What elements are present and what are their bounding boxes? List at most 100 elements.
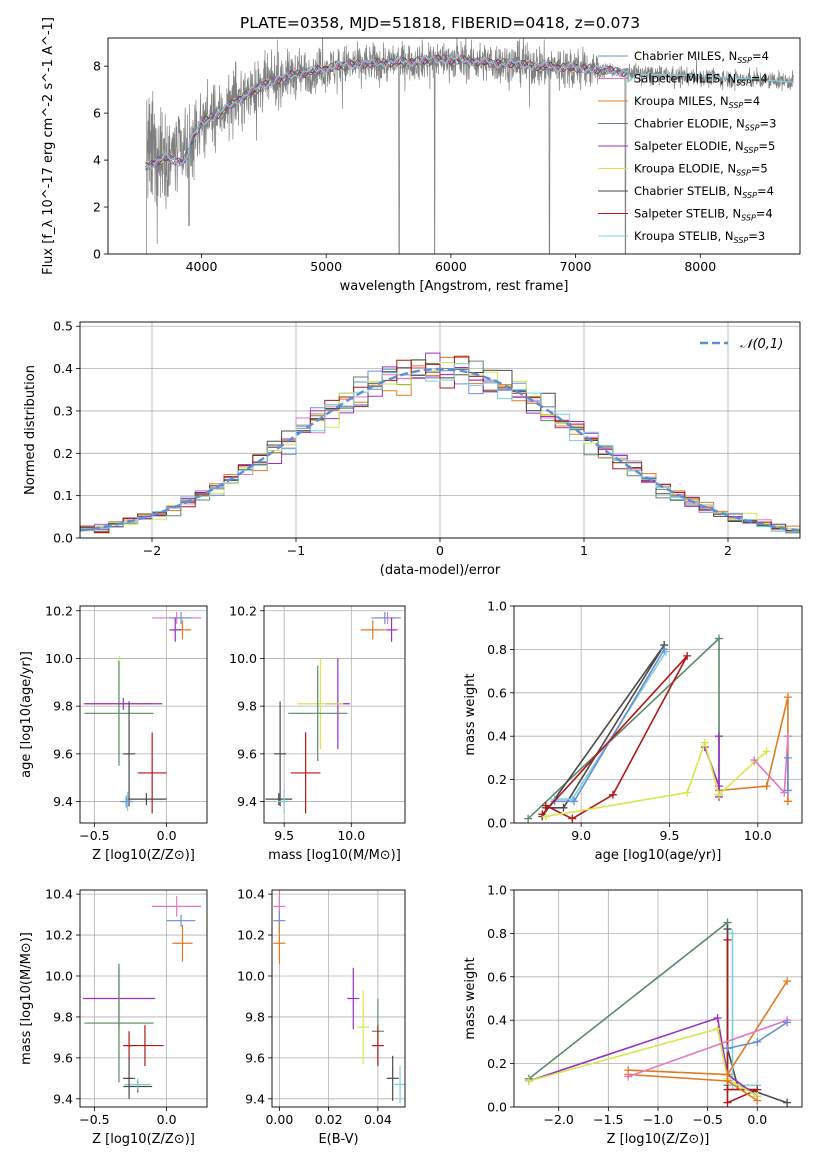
age-weight-ylabel: mass weight (463, 673, 478, 755)
spectrum-xlabel: wavelength [Angstrom, rest frame] (340, 279, 569, 294)
age-weight-xlabel: age [log10(age/yr)] (595, 848, 722, 863)
spectrum-legend-label: Kroupa STELIB, NSSP=3 (634, 229, 765, 245)
Z-weight-xtick-label: −0.5 (692, 1112, 722, 1127)
Z-weight-xlabel: Z [log10(Z/Z⊙)] (607, 1132, 710, 1147)
mass-age-frame (263, 605, 406, 824)
Z-weight-xtick-label: −2.0 (544, 1112, 574, 1127)
Z-weight-ytick-label: 0.8 (487, 926, 507, 941)
age-weight-ytick-label: 0.0 (487, 816, 507, 831)
Z-mass-plot-area (82, 896, 202, 1099)
mass-age-ytick-label: 9.8 (237, 699, 257, 714)
weight-series-line (627, 1019, 788, 1078)
residual-histogram-ytick-label: 0.0 (53, 531, 73, 546)
residual-histogram-ytick-label: 0.3 (53, 403, 73, 418)
Z-weight-xtick-label: −1.5 (593, 1112, 623, 1127)
spectrum-model-line (145, 55, 629, 170)
spectrum-legend-label: Salpeter ELODIE, NSSP=5 (634, 139, 775, 155)
weight-point-marker (723, 1076, 732, 1085)
spectrum-legend-label: Kroupa MILES, NSSP=4 (634, 94, 760, 110)
weight-point-marker (713, 1014, 722, 1023)
mass-age-xtick-label: 9.5 (274, 828, 294, 843)
spectrum-data-line (145, 38, 794, 254)
spectrum-legend-label: Chabrier MILES, NSSP=4 (634, 49, 769, 65)
Z-mass-panel: −0.5 0.0 9.4 9.6 9.8 10.0 10.2 10.4 Z [log10(Z/Z… (19, 887, 208, 1147)
Z-mass-xtick-label: −0.5 (79, 1112, 109, 1127)
residual-histogram-ytick-label: 0.1 (53, 488, 73, 503)
weight-point-marker (700, 738, 709, 747)
weight-point-marker (714, 732, 723, 741)
spectrum-legend-label: Salpeter STELIB, NSSP=4 (634, 207, 773, 223)
Z-weight-panel: −2.0 −1.5 −1.0 −0.5 0.0 0.0 0.2 0.4 0.6 0.8 1.0 Z [… (463, 883, 803, 1147)
ebv-mass-ytick-label: 9.4 (245, 1091, 265, 1106)
mass-age-ytick-label: 10.0 (229, 651, 257, 666)
Z-mass-frame (79, 889, 208, 1108)
weight-series-line (726, 939, 758, 1104)
Z-age-ylabel: age [log10(age/yr)] (19, 651, 34, 778)
mass-age-ytick-label: 10.2 (229, 603, 257, 618)
weight-point-marker (559, 803, 568, 812)
Z-age-ytick-label: 9.6 (53, 746, 73, 761)
weight-point-marker (723, 925, 732, 934)
weight-point-marker (568, 814, 577, 823)
residual-histogram-xtick-label: 2 (724, 543, 732, 558)
mass-age-ytick-label: 9.4 (237, 794, 257, 809)
weight-point-marker (783, 732, 792, 741)
histogram-step-series (80, 355, 800, 534)
Z-weight-ytick-label: 0.6 (487, 969, 507, 984)
residual-histogram-xtick-label: −2 (143, 543, 161, 558)
ebv-mass-panel: 0.00 0.02 0.04 9.4 9.6 9.8 10.0 10.2 10.4 E(B-V) (237, 887, 406, 1147)
residual-histogram-ytick-label: 0.2 (53, 446, 73, 461)
spectrum-plot-area (144, 38, 794, 254)
weight-point-marker (762, 782, 771, 791)
age-weight-plot-area (524, 634, 792, 823)
weight-point-marker (541, 812, 550, 821)
spectrum-panel: 4000 5000 6000 7000 8000 0 2 4 6 8 wavelength [Ang… (41, 17, 801, 294)
spectrum-legend-label: Kroupa ELODIE, NSSP=5 (634, 162, 768, 178)
Z-weight-ytick-label: 0.2 (487, 1056, 507, 1071)
weight-point-marker (750, 756, 759, 765)
residual-histogram-xlabel: (data-model)/error (380, 563, 501, 578)
residual-histogram-ylabel: Normed distribution (23, 365, 38, 495)
spectrum-ytick-label: 2 (93, 200, 101, 215)
mass-age-xlabel: mass [log10(M/M⊙)] (268, 848, 401, 863)
Z-mass-xtick-label: 0.0 (157, 1112, 177, 1127)
weight-point-marker (683, 651, 692, 660)
age-weight-xtick-label: 10.0 (744, 828, 772, 843)
weight-point-marker (624, 1072, 633, 1081)
Z-mass-ytick-label: 9.6 (53, 1050, 73, 1065)
Z-mass-xlabel: Z [log10(Z/Z⊙)] (92, 1132, 195, 1147)
weight-point-marker (723, 1085, 732, 1094)
ebv-mass-plot-area (273, 890, 405, 1103)
Z-weight-xtick-label: −1.0 (643, 1112, 673, 1127)
weight-point-marker (660, 645, 669, 654)
age-weight-panel: 9.0 9.5 10.0 0.0 0.2 0.4 0.6 0.8 1.0 age [log10(a… (463, 599, 803, 863)
ebv-mass-xtick-label: 0.04 (364, 1112, 392, 1127)
weight-point-marker (723, 1098, 732, 1107)
ebv-mass-xtick-label: 0.02 (315, 1112, 343, 1127)
residual-histogram-xtick-label: 1 (580, 543, 588, 558)
ebv-mass-ytick-label: 10.0 (237, 968, 265, 983)
residual-histogram-xtick-label: 0 (436, 543, 444, 558)
age-weight-xtick-label: 9.5 (660, 828, 680, 843)
mass-age-xtick-label: 10.0 (337, 828, 365, 843)
residual-histogram-frame (79, 321, 801, 539)
ebv-mass-xlabel: E(B-V) (318, 1132, 358, 1147)
Z-weight-xtick-label: 0.0 (747, 1112, 767, 1127)
weight-point-marker (783, 977, 792, 986)
age-weight-ytick-label: 0.6 (487, 685, 507, 700)
spectrum-model-line (144, 55, 794, 170)
spectrum-xtick-label: 8000 (684, 259, 716, 274)
Z-weight-ytick-label: 0.0 (487, 1100, 507, 1115)
Z-weight-ytick-label: 1.0 (487, 883, 507, 898)
weight-point-marker (524, 814, 533, 823)
weight-point-marker (753, 1037, 762, 1046)
Z-age-panel: −0.5 0.0 9.4 9.6 9.8 10.0 10.2 Z [log10(Z/Z⊙)] a… (19, 603, 208, 863)
Z-weight-ylabel: mass weight (463, 957, 478, 1039)
Z-mass-ylabel: mass [log10(M/M⊙)] (19, 932, 34, 1065)
weight-series-line (541, 644, 665, 817)
age-weight-ytick-label: 0.8 (487, 642, 507, 657)
spectrum-xtick-label: 4000 (186, 259, 218, 274)
Z-mass-ytick-label: 9.8 (53, 1009, 73, 1024)
spectrum-frame (107, 37, 801, 255)
